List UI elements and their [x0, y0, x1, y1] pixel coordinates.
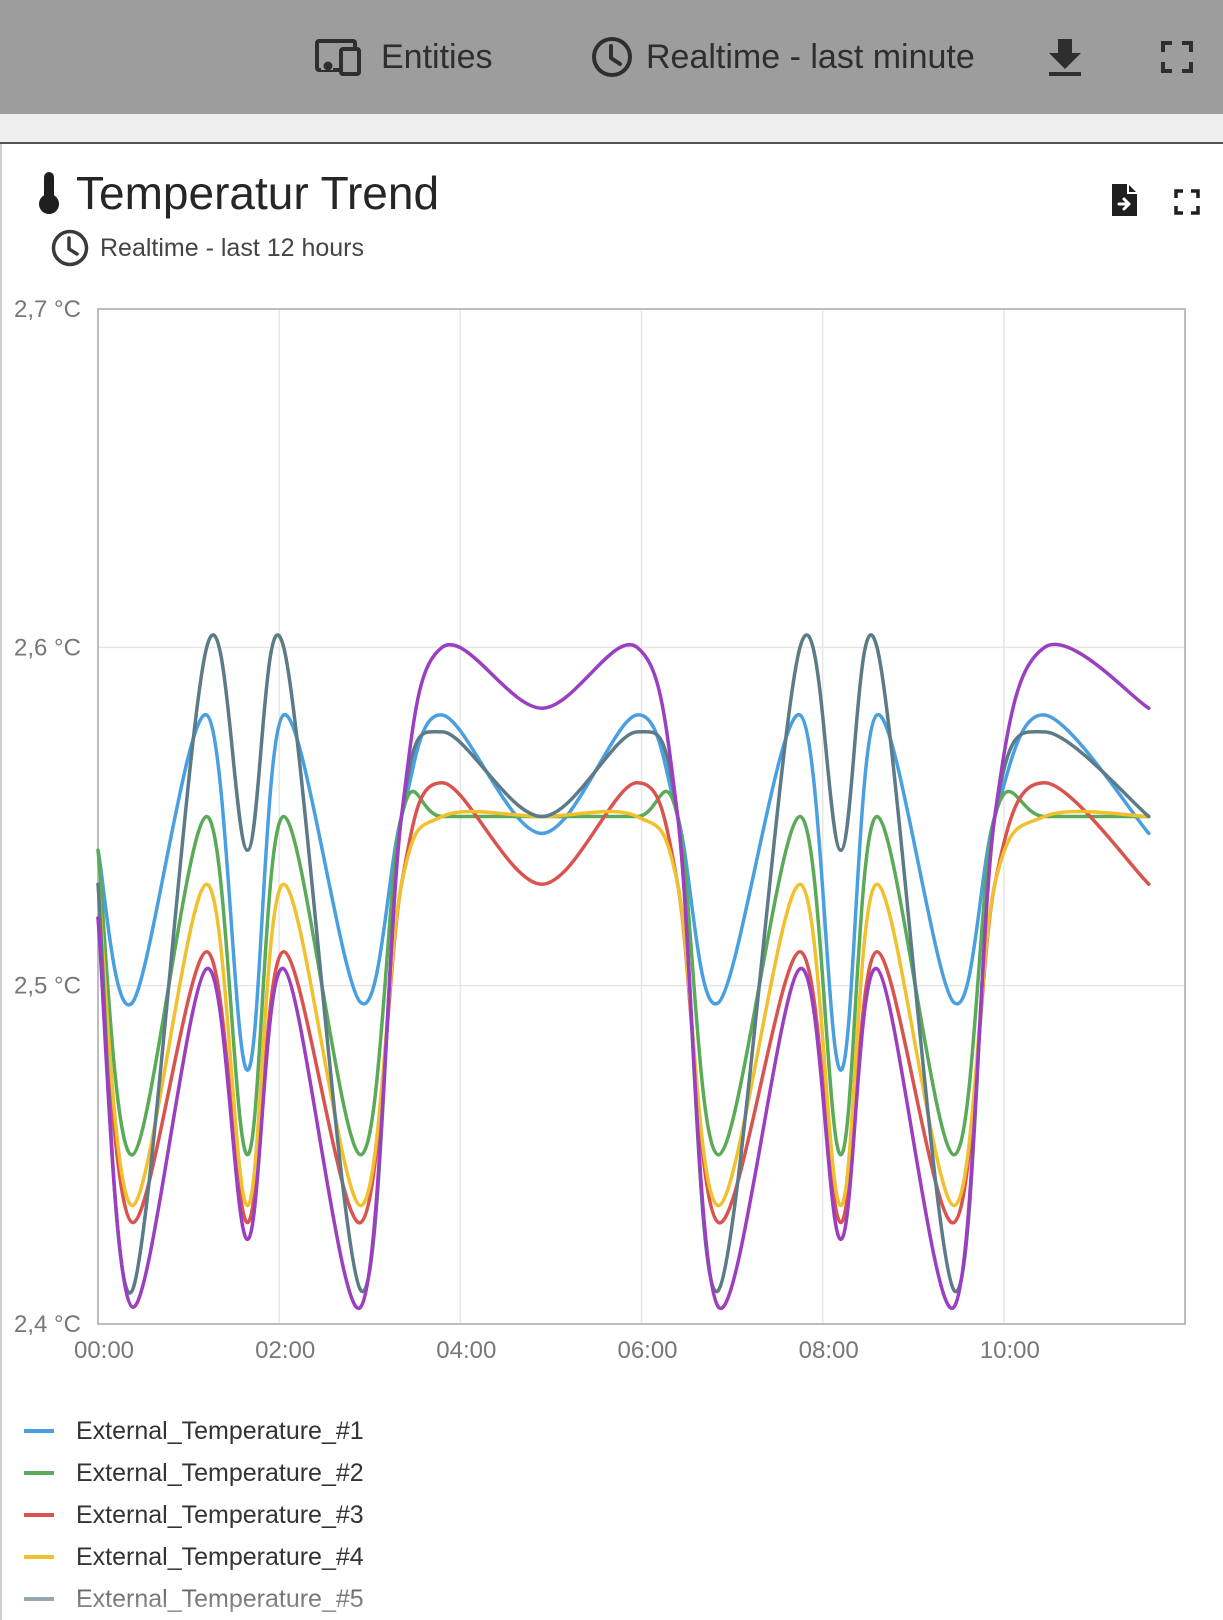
x-tick-label: 10:00 [980, 1337, 1040, 1364]
legend-swatch [24, 1597, 54, 1601]
timewindow-label: Realtime - last minute [646, 37, 975, 76]
clock-icon [51, 229, 89, 267]
x-tick-label: 08:00 [799, 1337, 859, 1364]
widget-title: Temperatur Trend [76, 167, 440, 219]
legend-item[interactable]: External_Temperature_#2 [24, 1452, 364, 1494]
fullscreen-icon [1174, 189, 1200, 215]
legend-label: External_Temperature_#2 [76, 1458, 364, 1487]
download-button[interactable] [1047, 0, 1083, 114]
line-chart: 2,4 °C 2,5 °C 2,6 °C 2,7 °C 00:00 02:00 04:00 0… [14, 296, 1186, 1364]
clock-icon [592, 37, 632, 77]
series-line [96, 642, 1151, 1310]
y-tick-label: 2,7 °C [14, 296, 81, 323]
x-tick-label: 06:00 [617, 1337, 677, 1364]
legend-swatch [24, 1513, 54, 1517]
legend-swatch [24, 1471, 54, 1475]
legend-label: External_Temperature_#1 [76, 1416, 364, 1445]
entities-button[interactable]: Entities [315, 0, 493, 114]
fullscreen-button[interactable] [1160, 0, 1194, 114]
widget-timewindow: Realtime - last 12 hours [50, 228, 364, 268]
widget-fullscreen-button[interactable] [1174, 189, 1200, 220]
thermometer-icon [39, 172, 59, 214]
x-tick-label: 04:00 [436, 1337, 496, 1364]
y-tick-label: 2,5 °C [14, 973, 81, 1000]
legend-item[interactable]: External_Temperature_#3 [24, 1494, 364, 1536]
fullscreen-icon [1161, 41, 1193, 73]
legend-label: External_Temperature_#5 [76, 1584, 364, 1613]
series-line [96, 633, 1151, 1295]
dashboard-toolbar: Entities Realtime - last minute [0, 0, 1223, 114]
series-line [96, 713, 1151, 1072]
chart-legend: External_Temperature_#1 External_Tempera… [24, 1410, 364, 1620]
timewindow-button[interactable]: Realtime - last minute [590, 0, 975, 114]
y-tick-label: 2,4 °C [14, 1311, 81, 1338]
legend-swatch [24, 1429, 54, 1433]
download-icon [1049, 39, 1081, 76]
legend-label: External_Temperature_#4 [76, 1542, 364, 1571]
legend-item[interactable]: External_Temperature_#1 [24, 1410, 364, 1452]
legend-item[interactable]: External_Temperature_#5 [24, 1578, 364, 1620]
file-export-icon [1112, 184, 1137, 216]
x-tick-label: 00:00 [74, 1337, 134, 1364]
legend-swatch [24, 1555, 54, 1559]
devices-icon [315, 39, 361, 76]
toolbar-separator [0, 114, 1223, 144]
temperature-widget: 2,4 °C 2,5 °C 2,6 °C 2,7 °C 00:00 02:00 04:00 0… [0, 144, 1223, 1620]
plot-area-border [97, 308, 1186, 1325]
legend-item[interactable]: External_Temperature_#4 [24, 1536, 364, 1578]
widget-subtitle: Realtime - last 12 hours [100, 233, 365, 262]
export-button[interactable] [1109, 182, 1139, 223]
x-tick-label: 02:00 [255, 1337, 315, 1364]
widget-header: Temperatur Trend [36, 166, 439, 220]
y-tick-label: 2,6 °C [14, 634, 81, 661]
legend-label: External_Temperature_#3 [76, 1500, 364, 1529]
entities-label: Entities [381, 37, 493, 76]
